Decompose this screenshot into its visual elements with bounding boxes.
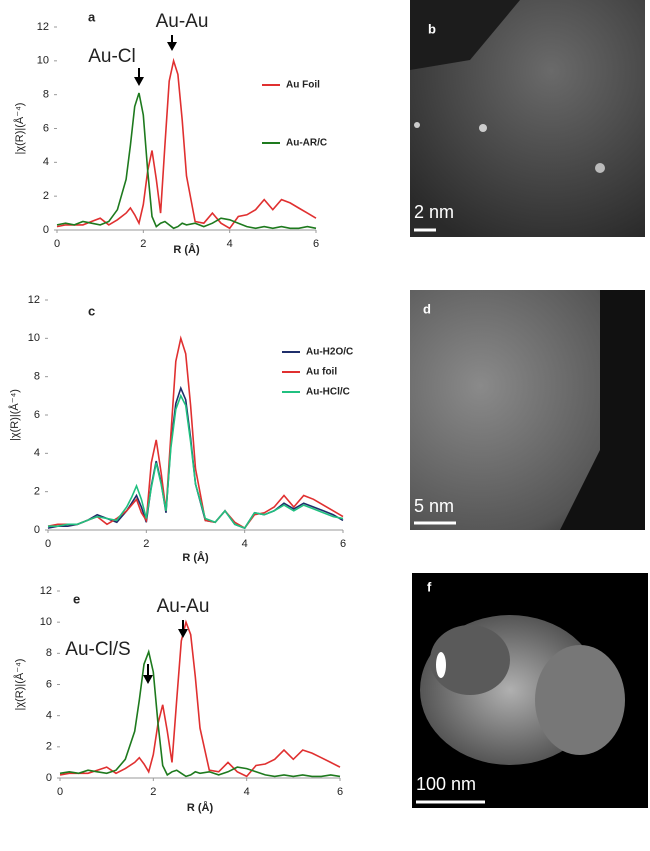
legend-label: Au-HCl/C (306, 387, 350, 398)
annotation-arrowhead (167, 42, 177, 51)
x-tick-label: 4 (242, 538, 248, 550)
y-tick-label: 8 (43, 89, 49, 101)
line-series (48, 393, 344, 530)
scale-bar-label: 5 nm (414, 496, 454, 516)
x-tick-label: 0 (54, 238, 60, 250)
y-tick-label: 2 (43, 190, 49, 202)
x-tick-label: 0 (57, 786, 63, 798)
panel-label: a (88, 9, 96, 24)
legend-label: Au foil (306, 367, 337, 378)
y-tick-label: 12 (37, 21, 49, 33)
scale-bar-label: 2 nm (414, 202, 454, 222)
y-tick-label: 8 (34, 371, 40, 383)
annotation-arrowhead (143, 675, 153, 684)
y-tick-label: 2 (34, 486, 40, 498)
scale-bar-label: 100 nm (416, 774, 476, 794)
annotation: Au-Au (157, 596, 210, 617)
line-series (47, 335, 344, 530)
y-tick-label: 12 (40, 585, 52, 597)
x-tick-label: 2 (143, 538, 149, 550)
legend-label: Au-H2O/C (306, 347, 353, 358)
image-f (412, 573, 648, 808)
y-tick-label: 12 (28, 294, 40, 306)
x-tick-label: 4 (227, 238, 233, 250)
y-tick-label: 8 (46, 647, 52, 659)
x-tick-label: 6 (313, 238, 319, 250)
line-series (56, 57, 317, 230)
y-tick-label: 6 (43, 122, 49, 134)
y-axis-label: |χ(R)|(Å⁻⁴) (8, 389, 21, 441)
line-series (56, 92, 317, 230)
legend-label: Au Foil (286, 80, 320, 91)
annotation: Au-Cl (88, 46, 136, 67)
annotation: Au-Au (156, 11, 209, 32)
x-axis-label: R (Å) (173, 243, 200, 256)
y-axis-label: |χ(R)|(Å⁻⁴) (13, 659, 26, 711)
x-axis-label: R (Å) (187, 801, 214, 814)
y-tick-label: 6 (46, 678, 52, 690)
y-tick-label: 0 (46, 772, 52, 784)
image-b (410, 0, 645, 237)
x-axis-label: R (Å) (182, 551, 209, 564)
y-tick-label: 2 (46, 741, 52, 753)
x-tick-label: 2 (150, 786, 156, 798)
line-series (59, 649, 341, 778)
annotation-arrowhead (178, 629, 188, 638)
annotation-arrowhead (134, 77, 144, 86)
x-tick-label: 2 (140, 238, 146, 250)
y-tick-label: 10 (28, 332, 40, 344)
y-tick-label: 4 (43, 156, 49, 168)
x-tick-label: 4 (244, 786, 250, 798)
y-tick-label: 4 (46, 710, 52, 722)
x-tick-label: 6 (337, 786, 343, 798)
y-tick-label: 0 (34, 524, 40, 536)
annotation: Au-Cl/S (65, 639, 130, 660)
y-axis-label: |χ(R)|(Å⁻⁴) (13, 103, 26, 155)
x-tick-label: 6 (340, 538, 346, 550)
panel-label: d (423, 301, 431, 316)
y-tick-label: 10 (40, 616, 52, 628)
x-tick-label: 0 (45, 538, 51, 550)
y-tick-label: 6 (34, 409, 40, 421)
panel-label: f (427, 579, 432, 594)
panel-label: c (88, 303, 95, 318)
y-tick-label: 4 (34, 447, 40, 459)
panel-label: b (428, 21, 436, 36)
panel-label: e (73, 591, 80, 606)
image-d (410, 290, 645, 530)
y-tick-label: 10 (37, 55, 49, 67)
legend-label: Au-AR/C (286, 138, 327, 149)
y-tick-label: 0 (43, 224, 49, 236)
